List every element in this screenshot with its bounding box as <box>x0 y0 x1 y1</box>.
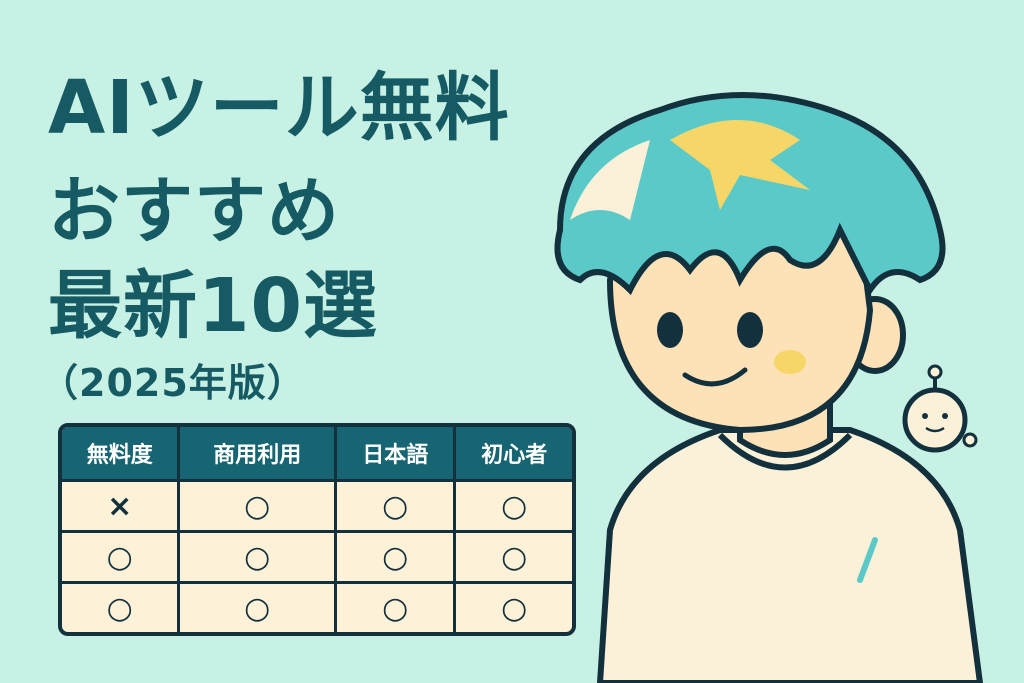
table-cell: ○ <box>453 581 572 632</box>
table-cell: ○ <box>177 581 337 632</box>
table-cell: ○ <box>177 530 337 585</box>
table-cell: ○ <box>333 530 457 585</box>
title-year: （2025年版） <box>40 361 306 405</box>
table-row: ○ ○ ○ ○ <box>62 581 572 632</box>
header-beginner: 初心者 <box>453 427 572 482</box>
table-cell: ○ <box>62 581 181 632</box>
comparison-table: 無料度 商用利用 日本語 初心者 × ○ ○ ○ ○ ○ ○ ○ ○ ○ ○ ○ <box>58 423 576 636</box>
table-row: ○ ○ ○ ○ <box>62 530 572 585</box>
header-commercial: 商用利用 <box>177 427 337 482</box>
table-cell: ○ <box>333 478 457 534</box>
table-cell: ○ <box>177 478 337 534</box>
title-line-3: 最新10選 <box>48 263 378 349</box>
table-cell: ○ <box>333 581 457 632</box>
shirt <box>596 427 984 683</box>
table-cell: ○ <box>62 530 181 585</box>
table-cell: ○ <box>453 478 572 534</box>
title-line-2: おすすめ <box>48 169 341 253</box>
boy-illustration-icon <box>554 92 984 683</box>
table-row: × ○ ○ ○ <box>62 478 572 534</box>
hair <box>554 92 946 296</box>
table-cell: × <box>62 478 181 534</box>
hair-highlight <box>670 120 810 210</box>
header-japanese: 日本語 <box>333 427 457 482</box>
table-cell: ○ <box>453 530 572 585</box>
title-line-1: AIツール無料 <box>48 65 510 151</box>
left-eye <box>657 312 683 348</box>
small-robot-icon <box>902 364 978 453</box>
header-free: 無料度 <box>62 427 181 482</box>
right-eye <box>737 312 763 348</box>
